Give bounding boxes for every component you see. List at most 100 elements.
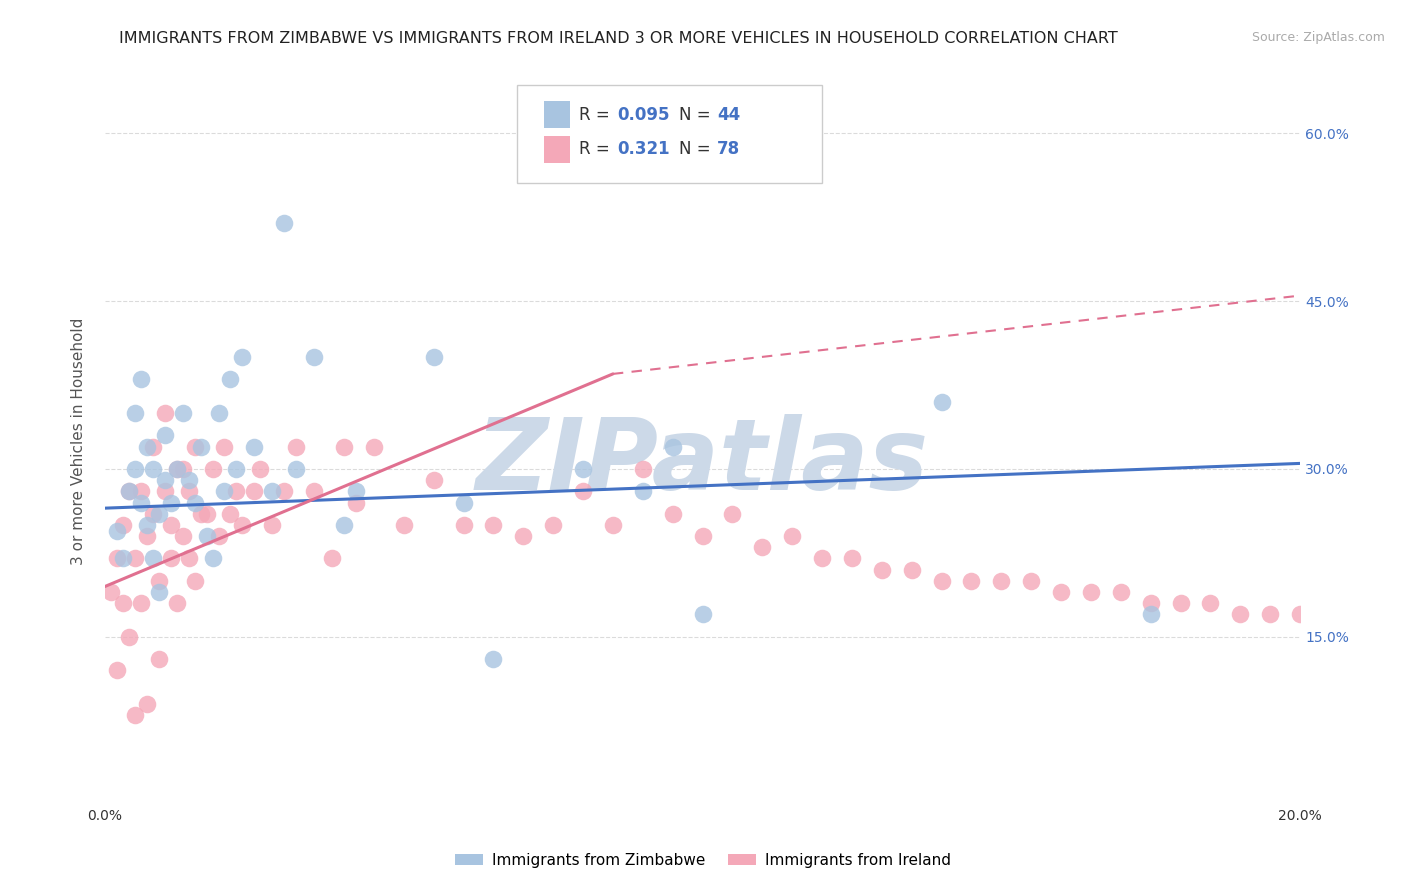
Point [142,462,165,476]
Point [183,495,205,509]
Point [541,517,564,532]
Point [692,607,714,622]
Point [1139,607,1161,622]
Point [1109,585,1132,599]
Point [392,517,415,532]
Point [207,529,229,543]
Point [572,462,595,476]
Point [751,541,773,555]
Point [931,395,953,409]
Point [172,462,194,476]
Point [453,495,475,509]
Point [153,428,176,442]
Point [153,484,176,499]
Point [135,440,157,454]
Point [129,596,152,610]
Text: R =: R = [579,140,616,159]
Point [159,517,181,532]
Point [344,484,367,499]
Point [249,462,271,476]
Point [190,440,212,454]
Point [159,495,181,509]
Point [363,440,385,454]
Text: 78: 78 [717,140,740,159]
Point [1289,607,1312,622]
Point [111,551,134,566]
Point [225,462,247,476]
Point [148,507,170,521]
Point [129,484,152,499]
Point [166,462,188,476]
Text: R =: R = [579,105,616,123]
Point [1170,596,1192,610]
Point [153,473,176,487]
Point [225,484,247,499]
Point [321,551,343,566]
Point [262,517,284,532]
Point [207,406,229,420]
Point [302,350,325,364]
Point [148,574,170,588]
Point [118,484,141,499]
Point [124,462,146,476]
Point [333,440,356,454]
Point [572,484,595,499]
Point [273,484,295,499]
Point [692,529,714,543]
Point [183,440,205,454]
Point [333,517,356,532]
Point [453,517,475,532]
Point [124,406,146,420]
Point [231,517,253,532]
Point [422,473,444,487]
Point [482,652,505,666]
Point [602,517,624,532]
Point [129,372,152,386]
Point [124,551,146,566]
Point [1080,585,1102,599]
Point [262,484,284,499]
Point [344,495,367,509]
Point [129,495,152,509]
Point [273,216,295,230]
Point [841,551,863,566]
Point [153,406,176,420]
Text: 0.095: 0.095 [617,105,671,123]
Point [190,507,212,521]
Point [243,484,266,499]
Point [118,484,141,499]
Point [177,484,200,499]
Point [135,697,157,711]
Point [135,517,157,532]
Point [148,585,170,599]
Point [214,440,236,454]
Point [990,574,1012,588]
Point [870,563,893,577]
Point [118,630,141,644]
Text: 44: 44 [717,105,740,123]
Point [105,664,128,678]
FancyBboxPatch shape [517,85,823,183]
Point [422,350,444,364]
Point [166,462,188,476]
Point [124,708,146,723]
Point [172,406,194,420]
Y-axis label: 3 or more Vehicles in Household: 3 or more Vehicles in Household [72,318,86,565]
Point [780,529,803,543]
Point [482,517,505,532]
Text: IMMIGRANTS FROM ZIMBABWE VS IMMIGRANTS FROM IRELAND 3 OR MORE VEHICLES IN HOUSEH: IMMIGRANTS FROM ZIMBABWE VS IMMIGRANTS F… [120,31,1118,46]
Point [1258,607,1281,622]
Text: 0.321: 0.321 [617,140,671,159]
Point [195,529,218,543]
Point [183,574,205,588]
Point [900,563,922,577]
Point [243,440,266,454]
Point [219,372,242,386]
Point [111,517,134,532]
Point [285,462,308,476]
Point [195,507,218,521]
Point [201,551,224,566]
Point [631,484,654,499]
Point [142,440,165,454]
Point [172,529,194,543]
